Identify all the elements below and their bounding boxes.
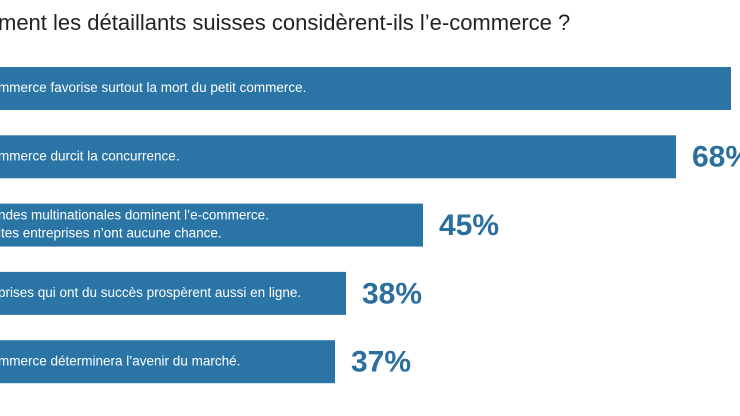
bar-label: ndes multinationales dominent l’e-commer… bbox=[0, 208, 269, 223]
bar bbox=[0, 67, 731, 110]
value-label: 68% bbox=[692, 141, 740, 174]
bar bbox=[0, 340, 335, 384]
value-label: 37% bbox=[351, 346, 411, 379]
bar-label: mmerce durcit la concurrence. bbox=[0, 148, 180, 163]
chart-title: ment les détaillants suisses considèrent… bbox=[0, 10, 570, 35]
bar bbox=[0, 203, 423, 247]
bar bbox=[0, 135, 676, 179]
bar-label: mmerce déterminera l’avenir du marché. bbox=[0, 353, 240, 368]
value-label: 38% bbox=[362, 277, 422, 310]
value-label: 45% bbox=[439, 209, 499, 242]
bar-label: prises qui ont du succès prospèrent auss… bbox=[0, 285, 301, 300]
bar bbox=[0, 271, 346, 315]
bar-label: mmerce favorise surtout la mort du petit… bbox=[0, 80, 306, 95]
bar-label: ites entreprises n’ont aucune chance. bbox=[0, 226, 222, 241]
